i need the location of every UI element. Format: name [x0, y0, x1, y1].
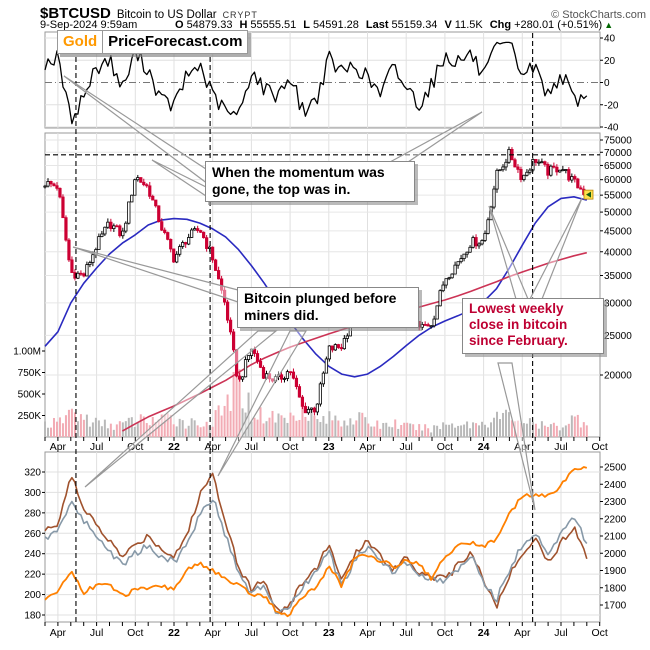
site-logo: Gold PriceForecast.com	[57, 30, 249, 54]
svg-text:220: 220	[24, 570, 41, 581]
svg-text:20: 20	[604, 56, 616, 67]
svg-text:30000: 30000	[604, 298, 632, 309]
svg-text:250K: 250K	[18, 411, 42, 422]
up-arrow-icon: ▲	[604, 20, 614, 30]
svg-text:0: 0	[604, 78, 610, 89]
svg-text:2400: 2400	[604, 480, 627, 491]
svg-text:-20: -20	[604, 100, 619, 111]
svg-text:50000: 50000	[604, 208, 632, 219]
quote-datetime: 9-Sep-2024 9:59am	[40, 19, 138, 31]
copyright-stockcharts: © StockCharts.com	[551, 9, 646, 21]
svg-text:Oct: Oct	[437, 627, 453, 639]
svg-text:1700: 1700	[604, 601, 627, 612]
quote-open: O 54879.33	[175, 19, 233, 31]
svg-text:Apr: Apr	[205, 441, 222, 453]
svg-text:45000: 45000	[604, 226, 632, 237]
quote-high: H 55555.51	[239, 19, 297, 31]
svg-text:40: 40	[604, 34, 616, 45]
svg-text:2200: 2200	[604, 514, 627, 525]
callout-lowest: Lowest weekly close in bitcoin since Feb…	[462, 298, 604, 354]
ticker-exchange: CRYPT	[222, 10, 258, 20]
svg-text:180: 180	[24, 610, 41, 621]
svg-text:Jul: Jul	[554, 627, 567, 639]
svg-text:260: 260	[24, 529, 41, 540]
svg-text:Apr: Apr	[50, 441, 67, 453]
svg-text:Jul: Jul	[245, 627, 258, 639]
svg-text:35000: 35000	[604, 271, 632, 282]
svg-text:22: 22	[168, 627, 180, 639]
quote-low: L 54591.28	[303, 19, 359, 31]
svg-text:-40: -40	[604, 123, 619, 134]
svg-text:20000: 20000	[604, 371, 632, 382]
logo-site-text: PriceForecast.com	[102, 30, 249, 54]
svg-text:24: 24	[478, 627, 490, 639]
ticker-name: Bitcoin to US Dollar	[116, 9, 217, 21]
svg-text:Oct: Oct	[282, 627, 298, 639]
svg-text:500K: 500K	[18, 390, 42, 401]
svg-text:Jul: Jul	[90, 441, 103, 453]
logo-gold-text: Gold	[57, 30, 103, 54]
svg-text:280: 280	[24, 508, 41, 519]
svg-text:2500: 2500	[604, 463, 627, 474]
svg-text:25000: 25000	[604, 331, 632, 342]
svg-text:240: 240	[24, 549, 41, 560]
svg-text:Apr: Apr	[205, 627, 222, 639]
svg-text:75000: 75000	[604, 136, 632, 147]
svg-text:Jul: Jul	[90, 627, 103, 639]
svg-text:Oct: Oct	[437, 441, 453, 453]
svg-text:24: 24	[478, 441, 490, 453]
svg-text:23: 23	[323, 627, 335, 639]
svg-text:320: 320	[24, 468, 41, 479]
svg-text:Jul: Jul	[399, 627, 412, 639]
svg-text:Apr: Apr	[50, 627, 67, 639]
svg-text:Jul: Jul	[399, 441, 412, 453]
svg-text:Jul: Jul	[554, 441, 567, 453]
svg-text:70000: 70000	[604, 148, 632, 159]
svg-text:1.00M: 1.00M	[13, 347, 41, 358]
svg-text:1900: 1900	[604, 566, 627, 577]
chart-header: $BTCUSD Bitcoin to US Dollar CRYPT © Sto…	[40, 5, 646, 22]
svg-text:65000: 65000	[604, 161, 632, 172]
svg-text:Apr: Apr	[359, 627, 376, 639]
svg-text:2100: 2100	[604, 532, 627, 543]
svg-text:23: 23	[323, 441, 335, 453]
quote-last: Last 55159.34	[365, 19, 438, 31]
svg-text:2000: 2000	[604, 549, 627, 560]
svg-text:40000: 40000	[604, 247, 632, 258]
svg-text:22: 22	[168, 441, 180, 453]
quote-change: Chg +280.01 (+0.51%) ▲	[489, 19, 614, 31]
ticker-symbol: $BTCUSD	[40, 5, 111, 22]
svg-text:Oct: Oct	[127, 627, 143, 639]
svg-text:55000: 55000	[604, 191, 632, 202]
svg-text:Apr: Apr	[359, 441, 376, 453]
svg-text:Oct: Oct	[282, 441, 298, 453]
svg-text:60000: 60000	[604, 175, 632, 186]
svg-text:750K: 750K	[18, 368, 42, 379]
svg-text:Jul: Jul	[245, 441, 258, 453]
callout-plunged: Bitcoin plunged before miners did.	[237, 287, 419, 329]
svg-text:Apr: Apr	[514, 627, 531, 639]
svg-text:300: 300	[24, 488, 41, 499]
svg-text:200: 200	[24, 590, 41, 601]
callout-momentum: When the momentum was gone, the top was …	[205, 161, 415, 203]
svg-text:2300: 2300	[604, 497, 627, 508]
svg-text:Oct: Oct	[592, 441, 608, 453]
quote-volume: V 11.5K	[444, 19, 483, 31]
svg-text:1800: 1800	[604, 583, 627, 594]
svg-text:Oct: Oct	[592, 627, 608, 639]
